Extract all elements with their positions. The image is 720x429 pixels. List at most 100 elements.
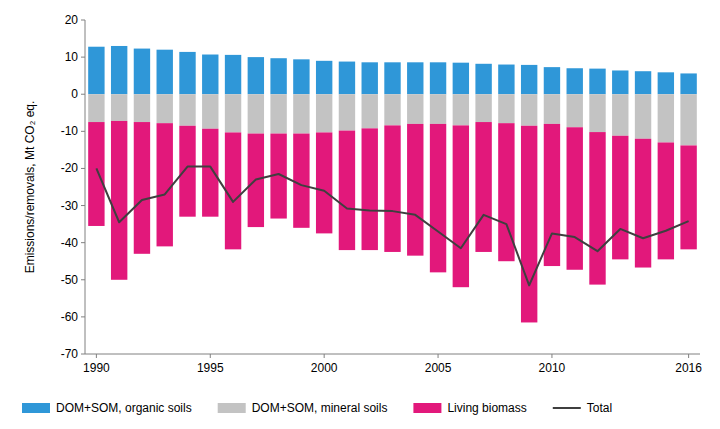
bar (407, 94, 423, 124)
bar (544, 67, 560, 94)
y-tick-label: 20 (65, 13, 79, 27)
bar (316, 94, 332, 132)
bar (225, 132, 241, 249)
bar (544, 94, 560, 124)
bar (680, 94, 696, 145)
y-tick (81, 94, 85, 95)
bar (589, 132, 605, 285)
bar (202, 55, 218, 95)
x-tick (96, 354, 97, 358)
bar (430, 62, 446, 94)
y-tick-label: -30 (61, 199, 79, 213)
legend-label: Total (587, 401, 612, 415)
bar (407, 124, 423, 256)
bar (157, 50, 173, 95)
bar (430, 124, 446, 272)
bar (407, 62, 423, 94)
bar (179, 94, 195, 126)
bar (589, 94, 605, 132)
x-tick (324, 354, 325, 358)
bar (362, 128, 378, 250)
legend-label: DOM+SOM, mineral soils (252, 401, 388, 415)
bar (658, 94, 674, 142)
y-tick-label: -20 (61, 161, 79, 175)
y-tick-label: 10 (65, 50, 79, 64)
bar (567, 68, 583, 94)
bar (179, 52, 195, 94)
y-tick (81, 168, 85, 169)
bar (225, 55, 241, 94)
y-tick-label: -10 (61, 124, 79, 138)
bar (111, 94, 127, 121)
bar (567, 94, 583, 127)
bar (88, 94, 104, 122)
legend-label: Living biomass (447, 401, 526, 415)
bar (384, 62, 400, 94)
y-tick (81, 131, 85, 132)
y-tick (81, 242, 85, 243)
bar (88, 47, 104, 95)
y-tick (81, 20, 85, 21)
bar (475, 94, 491, 122)
x-tick-label: 2010 (539, 361, 566, 375)
bar (589, 69, 605, 95)
bar (248, 57, 264, 94)
bar (316, 132, 332, 233)
bar (430, 94, 446, 124)
legend-swatch (413, 403, 441, 413)
bar (157, 94, 173, 123)
x-tick (688, 354, 689, 358)
legend-swatch (22, 403, 50, 413)
bar (134, 122, 150, 254)
bar (88, 122, 104, 226)
plot-area (88, 46, 697, 322)
bar (157, 123, 173, 246)
bar (134, 49, 150, 95)
bar (111, 46, 127, 94)
bar (111, 121, 127, 280)
bar (680, 145, 696, 249)
bar (225, 94, 241, 132)
x-tick-label: 1990 (83, 361, 110, 375)
legend: DOM+SOM, organic soilsDOM+SOM, mineral s… (22, 401, 612, 415)
bar (612, 94, 628, 136)
bar (635, 71, 651, 94)
y-tick-label: 0 (71, 87, 78, 101)
y-tick-label: -60 (61, 310, 79, 324)
y-tick (81, 354, 85, 355)
bar (453, 94, 469, 125)
y-axis-label: Emissions/removals, Mt CO₂ eq. (23, 101, 37, 274)
bar (339, 94, 355, 130)
bar (362, 94, 378, 128)
bar (498, 94, 514, 123)
bar (316, 61, 332, 94)
bar (270, 58, 286, 94)
bar (521, 94, 537, 126)
bar (475, 64, 491, 94)
x-tick-label: 2016 (675, 361, 702, 375)
bar (202, 94, 218, 129)
bar (134, 94, 150, 122)
bar (293, 59, 309, 94)
bar (635, 94, 651, 139)
y-tick (81, 57, 85, 58)
bar (521, 126, 537, 323)
bar (362, 62, 378, 94)
x-tick (551, 354, 552, 358)
legend-swatch (553, 407, 581, 409)
bar (293, 94, 309, 133)
y-tick-label: -40 (61, 236, 79, 250)
x-axis (85, 354, 700, 355)
x-tick-label: 2005 (425, 361, 452, 375)
x-tick-label: 2000 (311, 361, 338, 375)
bar (202, 129, 218, 217)
bar (658, 142, 674, 259)
bar (248, 94, 264, 133)
bar (658, 72, 674, 94)
y-tick-label: -50 (61, 273, 79, 287)
bar (612, 136, 628, 260)
bar (384, 125, 400, 252)
bar (453, 63, 469, 95)
bar (635, 139, 651, 268)
total-line (96, 167, 688, 286)
